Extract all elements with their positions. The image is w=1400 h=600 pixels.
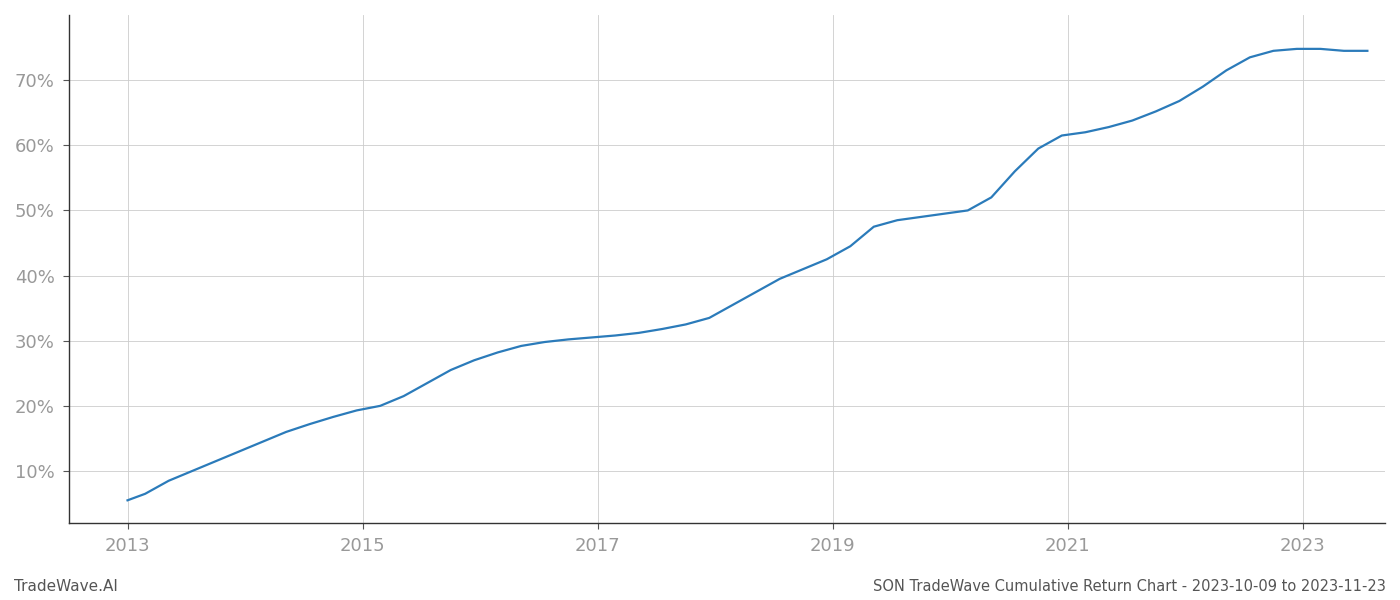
Text: TradeWave.AI: TradeWave.AI xyxy=(14,579,118,594)
Text: SON TradeWave Cumulative Return Chart - 2023-10-09 to 2023-11-23: SON TradeWave Cumulative Return Chart - … xyxy=(874,579,1386,594)
